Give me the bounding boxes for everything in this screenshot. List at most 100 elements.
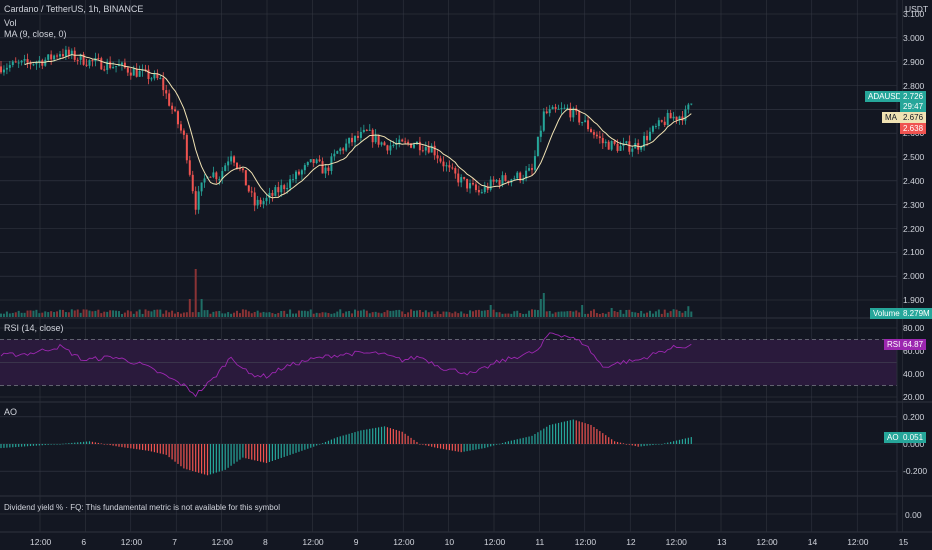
volume-bar xyxy=(640,310,643,317)
candle-body xyxy=(380,142,383,145)
candle-body xyxy=(548,109,551,114)
ao-bar xyxy=(268,444,271,463)
ao-bar xyxy=(625,444,627,445)
volume-bar xyxy=(123,312,126,317)
volume-bar xyxy=(132,313,135,317)
volume-bar xyxy=(339,309,342,317)
ao-bar xyxy=(12,444,14,448)
volume-bar xyxy=(581,305,584,317)
volume-bar xyxy=(324,312,327,317)
ma-line xyxy=(24,54,692,199)
ao-bar xyxy=(425,444,427,446)
candle-body xyxy=(120,62,123,65)
rsi-band xyxy=(0,339,897,386)
ao-bar xyxy=(224,444,226,470)
volume-bar xyxy=(672,309,675,317)
volume-bar xyxy=(70,309,73,317)
rsi-line-path xyxy=(0,332,692,398)
ao-bar xyxy=(38,444,40,446)
price-tick-label: 2.000 xyxy=(903,271,925,282)
volume-bar xyxy=(168,312,171,317)
volume-bar xyxy=(513,311,516,317)
ao-bar xyxy=(348,433,350,444)
ao-bar xyxy=(139,444,141,450)
ao-bar xyxy=(59,444,61,445)
time-tick-label: 14 xyxy=(807,537,818,547)
candle-body xyxy=(643,135,646,148)
candle-body xyxy=(672,116,675,119)
rsi-tick-label: 20.00 xyxy=(903,392,925,402)
candle-body xyxy=(563,107,566,109)
candle-body xyxy=(221,171,224,180)
volume-bar xyxy=(342,313,345,317)
ao-bar xyxy=(0,444,2,449)
ao-bar xyxy=(404,433,406,444)
ao-bar xyxy=(528,436,530,444)
volume-bar xyxy=(118,311,120,317)
candle-body xyxy=(79,54,82,60)
ao-bar xyxy=(274,444,276,460)
ao-bar xyxy=(608,437,610,444)
volume-bar xyxy=(619,309,622,317)
volume-bar xyxy=(616,312,619,317)
volume-bar xyxy=(407,312,410,317)
candle-body xyxy=(557,108,560,110)
dividend-note: Dividend yield % · FQ: This fundamental … xyxy=(4,503,280,512)
ao-bar xyxy=(463,444,465,452)
ao-bar xyxy=(363,429,365,444)
candle-body xyxy=(560,108,563,110)
volume-bar xyxy=(144,309,147,317)
time-tick-label: 12:00 xyxy=(847,537,869,547)
price-tick-label: 3.100 xyxy=(903,9,925,19)
price-tick-label: 2.100 xyxy=(903,247,925,258)
candle-body xyxy=(404,141,407,143)
volume-bar xyxy=(427,312,430,317)
ao-bar xyxy=(88,441,91,444)
ao-bar xyxy=(501,442,504,444)
candle-body xyxy=(135,68,138,77)
ao-bar xyxy=(560,422,563,444)
ao-bar xyxy=(254,444,256,461)
volume-bar xyxy=(318,313,321,317)
candle-body xyxy=(29,62,32,65)
last-price-tag: 2.726 xyxy=(900,91,927,102)
volume-bar xyxy=(17,310,20,317)
candle-body xyxy=(486,186,489,190)
candle-body xyxy=(2,69,5,73)
candle-body xyxy=(230,156,233,162)
candle-body xyxy=(625,141,628,144)
time-tick-label: 12:00 xyxy=(211,537,233,547)
candle-body xyxy=(395,143,398,145)
candle-body xyxy=(427,147,430,153)
candle-body xyxy=(551,106,554,110)
candle-body xyxy=(492,179,495,182)
volume-bar xyxy=(628,309,631,317)
candle-body xyxy=(398,139,401,144)
ao-bar xyxy=(171,444,173,460)
volume-bar xyxy=(480,310,483,317)
volume-bar xyxy=(578,312,581,317)
symbol-tag: ADAUSDT xyxy=(865,91,910,102)
ao-bar xyxy=(445,444,448,450)
ao-bar xyxy=(351,432,353,444)
ao-bar xyxy=(460,444,462,453)
ao-bar xyxy=(32,444,35,446)
ao-bar xyxy=(475,444,477,450)
candle-body xyxy=(392,144,395,146)
ao-bar xyxy=(525,437,527,444)
candle-body xyxy=(654,126,657,128)
ao-bar xyxy=(431,444,433,447)
volume-bar xyxy=(643,313,646,317)
ao-bar xyxy=(487,444,489,448)
candle-body xyxy=(17,62,20,64)
volume-bar xyxy=(224,313,227,317)
volume-bar xyxy=(601,312,604,317)
ao-bar xyxy=(684,438,686,444)
volume-bar xyxy=(67,312,70,317)
volume-bar xyxy=(684,311,687,317)
ao-bar xyxy=(227,444,229,468)
candle-body xyxy=(177,111,179,125)
candle-body xyxy=(389,145,392,151)
currency-label: USDT xyxy=(905,4,929,14)
